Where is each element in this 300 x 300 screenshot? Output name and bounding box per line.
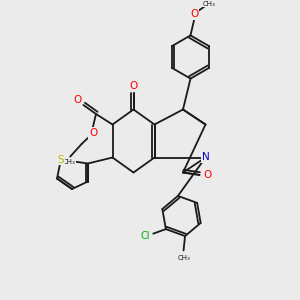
Text: CH₃: CH₃ xyxy=(62,159,75,165)
Text: S: S xyxy=(58,154,64,165)
Text: CH₃: CH₃ xyxy=(177,255,190,261)
Text: CH₃: CH₃ xyxy=(203,1,215,7)
Text: O: O xyxy=(129,81,138,91)
Text: O: O xyxy=(89,128,97,138)
Text: O: O xyxy=(73,94,82,105)
Text: N: N xyxy=(202,152,209,163)
Text: Cl: Cl xyxy=(140,231,150,241)
Text: O: O xyxy=(203,170,212,181)
Text: O: O xyxy=(190,9,198,19)
